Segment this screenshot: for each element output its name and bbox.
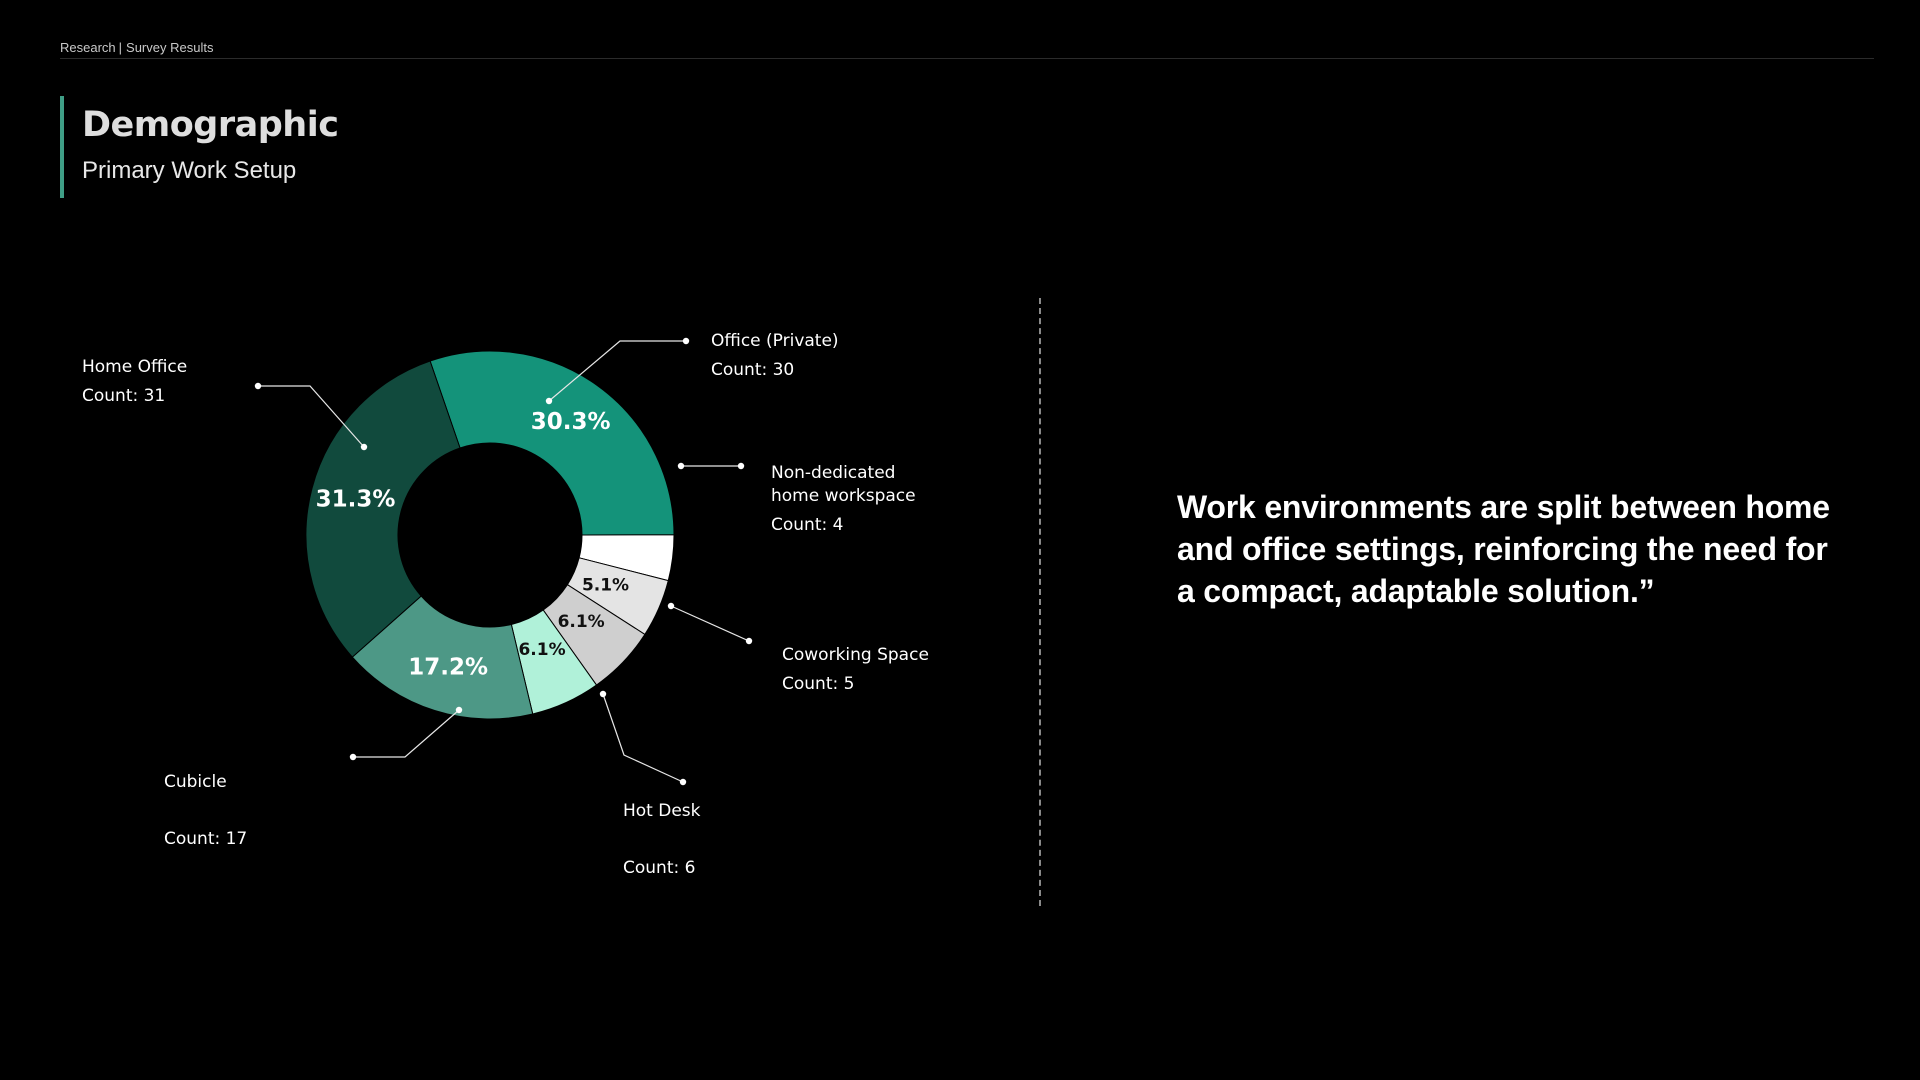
slice-count-cubicle: Count: 17: [164, 829, 247, 849]
breadcrumb-page: Survey Results: [126, 40, 214, 55]
donut-slice-home-office-6: [305, 360, 461, 658]
callout-line-coworking-space: [670, 605, 750, 642]
percent-label-office-private-0: 30.3%: [531, 409, 611, 435]
breadcrumb-section[interactable]: Research: [60, 40, 116, 55]
slice-label-non-dedicated-home-workspace-line-1: Non-dedicated: [771, 463, 895, 483]
percent-label-home-office-6: 31.3%: [316, 487, 396, 513]
header-divider: [60, 58, 1874, 59]
slice-label-non-dedicated-home-workspace-line-2: home workspace: [771, 486, 916, 506]
slice-count-hot-desk: Count: 6: [623, 858, 695, 878]
callout-end-dot-non-dedicated-home-workspace: [737, 462, 745, 470]
callout-end-dot-coworking-space: [745, 637, 753, 645]
donut-slice-office-private-0: [429, 350, 675, 536]
slice-label-office-private: Office (Private): [711, 331, 839, 351]
callout-end-dot-hot-desk: [679, 778, 687, 786]
title-block: Demographic Primary Work Setup: [60, 96, 339, 198]
page-title: Demographic: [82, 105, 339, 145]
callout-line-office-private: [548, 340, 686, 402]
callout-line-home-office: [258, 385, 365, 448]
breadcrumb-separator: |: [118, 40, 123, 55]
callout-dot-hot-desk: [599, 690, 607, 698]
callout-end-dot-cubicle: [349, 753, 357, 761]
breadcrumb: Research | Survey Results: [60, 40, 213, 55]
slice-label-hot-desk: Hot Desk: [623, 801, 701, 821]
donut-chart: 30.3% 5.1% 6.1% 6.1% 17.2% 31.3% Office (Priva…: [82, 331, 929, 878]
percent-label-hot-desk-4: 6.1%: [518, 640, 565, 660]
insight-quote: Work environments are split between home…: [1177, 489, 1830, 609]
callout-line-hot-desk: [602, 693, 684, 783]
percent-label-cubicle-5: 17.2%: [408, 655, 488, 681]
callout-end-dot-home-office: [254, 382, 262, 390]
callout-dot-non-dedicated-home-workspace: [677, 462, 685, 470]
callout-dot-office-private: [545, 397, 553, 405]
slice-count-office-private: Count: 30: [711, 360, 794, 380]
percent-label-coworking-space-2: 5.1%: [582, 575, 629, 595]
page-subtitle: Primary Work Setup: [82, 157, 297, 184]
slice-label-home-office: Home Office: [82, 357, 187, 377]
slice-label-coworking-space: Coworking Space: [782, 645, 929, 665]
donut-slice-cubicle-5: [351, 595, 534, 720]
callout-line-cubicle: [353, 709, 460, 758]
slice-count-coworking-space: Count: 5: [782, 674, 854, 694]
slice-label-cubicle: Cubicle: [164, 772, 227, 792]
slice-count-home-office: Count: 31: [82, 386, 165, 406]
percent-label-hot-desk-3: 6.1%: [558, 612, 605, 632]
callout-dot-home-office: [360, 443, 368, 451]
callout-dot-cubicle: [455, 706, 463, 714]
vertical-divider: [1039, 298, 1041, 906]
slice-count-non-dedicated-home-workspace: Count: 4: [771, 515, 843, 535]
callout-dot-coworking-space: [667, 602, 675, 610]
callout-end-dot-office-private: [682, 337, 690, 345]
